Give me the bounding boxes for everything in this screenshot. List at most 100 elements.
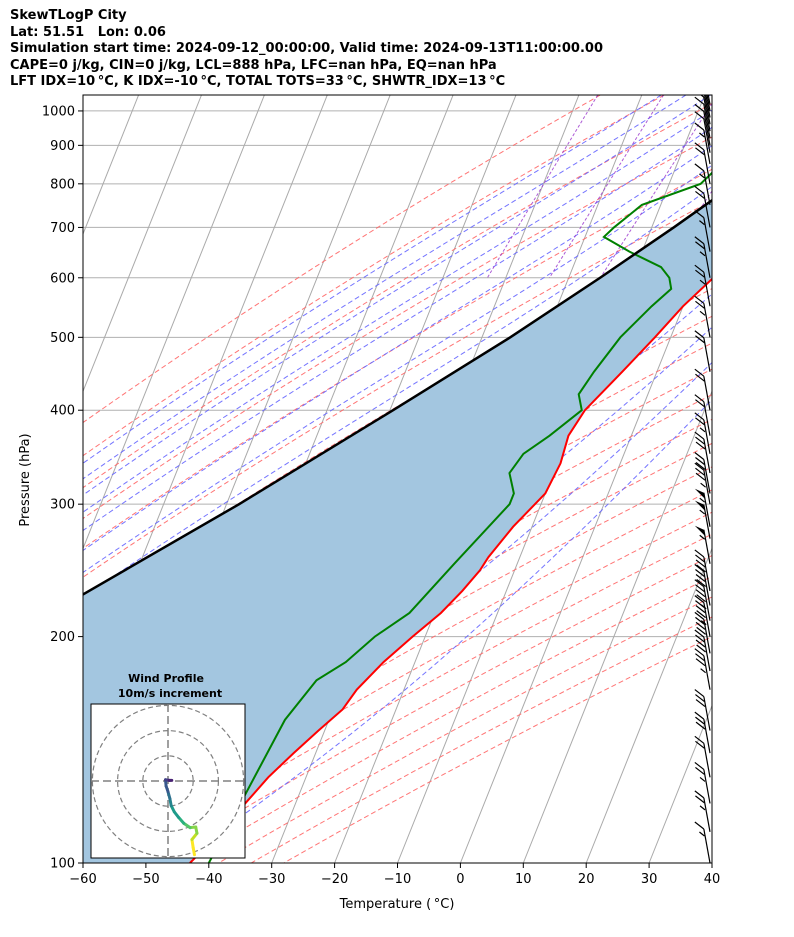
wind-barb-staff [703,492,711,527]
wind-barb-staff [703,602,711,637]
wind-barb-half [700,668,707,674]
wind-barb [694,394,711,436]
wind-barb [694,595,711,637]
wind-barb-full [695,70,704,77]
x-axis-label: Temperature ( °C) [339,897,455,912]
wind-barb-staff [703,743,711,778]
wind-barb-full [695,639,706,648]
hodograph-plot [91,704,245,858]
wind-barb-staff [707,95,711,105]
wind-barb-full [695,658,706,667]
wind-barb-full [695,472,706,481]
wind-barb [694,629,711,672]
x-tick-label: 30 [641,872,658,887]
dry-adiabat [83,442,712,803]
wind-barb [694,525,711,564]
wind-barb [694,264,711,307]
wind-barb [694,564,711,606]
wind-barb-full [694,629,705,638]
wind-barb [694,210,711,252]
isotherm-line [711,861,712,863]
y-tick-label: 800 [50,177,75,192]
wind-barb-staff [703,636,711,672]
wind-barb [694,821,711,863]
wind-barb-full [695,417,705,426]
wind-barb-staff [703,769,711,804]
wind-barb-full [695,605,706,614]
wind-barb-full [695,740,705,749]
wind-barb-staff [703,243,711,278]
mixing-ratio-line [777,95,794,278]
wind-barb-full [694,295,705,304]
wind-barb-staff [703,504,711,539]
x-tick-label: −30 [258,872,285,887]
wind-barb-half [699,132,705,138]
wind-barb-half [699,68,704,72]
wind-barb-full [694,611,705,620]
wind-barb [694,611,711,654]
x-tick-label: −40 [195,872,222,887]
header-title: SkewTLogP City [10,8,127,23]
y-tick-label: 700 [50,221,75,236]
wind-barb-half [700,482,707,488]
wind-barb-full [696,594,707,603]
wind-barb-staff [703,217,711,252]
mixing-ratio-line [701,262,712,279]
wind-barb [694,711,711,754]
wind-barb [699,68,711,105]
plot-area [83,68,794,863]
cin-shaded-area [83,200,712,863]
wind-barb-staff [703,419,711,454]
x-tick-label: −10 [384,872,411,887]
wind-barb-full [694,163,705,172]
wind-barb [694,122,711,165]
wind-barb-full [694,368,705,377]
wind-barb-staff [703,586,711,621]
wind-barb [695,70,711,112]
wind-barb-staff [704,95,711,125]
parcel-line [83,198,712,596]
wind-barb-staff [703,129,711,165]
wind-barb-full [695,190,705,199]
wind-barb-full [695,147,705,156]
wind-barb-full [695,721,706,730]
isotherm-line [648,704,712,863]
y-tick-label: 500 [50,331,75,346]
wind-barb [704,95,711,125]
wind-barb-full [695,441,706,450]
x-tick-label: −50 [132,872,159,887]
wind-barb-full [694,595,705,604]
wind-barb-staff [703,272,711,307]
axes: −60 −50 −40 −30 −20 −10 0 10 20 30 40 1000 900 800 700… [42,104,720,887]
wind-barb-flag [694,488,705,499]
wind-barb-full [694,579,705,588]
wind-barb-staff [703,401,711,436]
wind-barb-full [694,431,705,440]
wind-barb-full [695,241,705,250]
wind-barb-half [699,427,706,433]
wind-barb-half [699,805,706,811]
hodograph-title: Wind Profile [128,672,204,685]
isotherm-line [83,95,265,550]
header-location: Lat: 51.51 Lon: 0.06 [10,24,166,40]
wind-barb-staff [703,529,711,564]
moist-adiabat [83,95,687,480]
wind-barb-full [695,584,705,593]
wind-barb [694,163,711,206]
mixing-ratio-line [599,102,712,279]
wind-barb-staff [703,111,711,146]
wind-barb-full [694,236,705,245]
wind-barb-full [695,399,705,408]
wind-barb [700,95,711,132]
x-tick-label: 10 [515,872,532,887]
dry-adiabat [83,136,712,520]
wind-barb-staff [703,470,711,505]
hodograph-subtitle: 10m/s increment [118,687,222,700]
wind-barb-full [694,394,705,403]
x-tick-label: 20 [578,872,595,887]
y-axis-label: Pressure (hPa) [18,433,33,526]
wind-barb-full [695,574,706,582]
wind-barb-full [695,653,705,662]
x-tick-label: −60 [69,872,96,887]
dewpoint-line [207,171,712,863]
